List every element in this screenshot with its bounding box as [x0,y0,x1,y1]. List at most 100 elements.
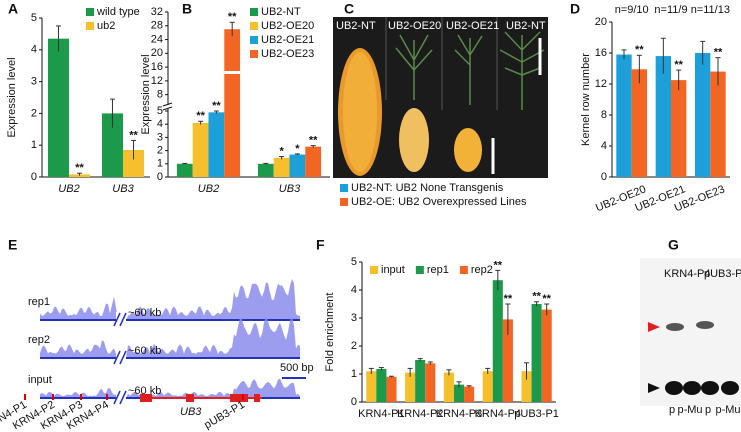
ear [454,128,482,172]
y-axis-label: Fold enrichment [324,293,336,372]
bar [694,53,711,177]
gap-mark [119,390,127,405]
axis-break [162,106,173,111]
bar [257,163,274,177]
photo-title: UB2-NT [506,20,546,32]
bar [305,146,322,177]
bar [502,319,513,402]
probe-label: KRN4-P4 [664,268,710,280]
y-axis-label: Expression level [140,54,152,134]
y-tick-label: 20 [595,16,607,28]
bar [710,71,726,177]
gene-label: UB3 [180,406,202,418]
bar [482,371,493,402]
legend-swatch [459,266,468,274]
group-label: n=11/9 [654,4,687,16]
bar [443,372,454,402]
bar [671,80,687,177]
exon [230,394,248,402]
legend-label: UB2-OE23 [261,48,314,60]
ear [399,108,429,172]
y-tick-label: 5 [157,105,163,117]
axis-break [164,105,172,109]
y-tick-label: 16 [595,47,607,59]
group-label: n=9/10 [615,4,649,16]
significance: ** [494,259,503,271]
gap [116,312,126,326]
gap-label: ~60 kb [128,307,161,319]
significance: ** [504,293,513,305]
group-label: n=11/13 [691,4,730,16]
photo-title: UB2-OE20 [388,20,441,32]
gap-label: ~60 kb [128,345,161,357]
band [665,381,683,395]
y-tick-label: 2 [351,340,357,352]
bar [631,69,648,177]
y-tick-label: 2 [157,145,163,157]
bar [405,372,416,402]
panel-label: A [8,1,18,17]
y-tick-label: 0 [31,171,37,183]
exon [254,394,260,402]
photo-panel: C UB2-NT UB2-OE20 UB2-OE21 UB2-NT [333,1,548,178]
band [721,381,739,395]
site [24,394,26,400]
legend-swatch [340,184,348,192]
y-tick-label: 32 [151,6,163,18]
y-tick-label: 0 [157,171,163,183]
x-tick-label: KRN4-P2 [397,408,443,420]
y-tick-label: 20 [151,47,163,59]
lane-label: p-Mu [715,404,740,416]
site [242,394,244,400]
y-tick-label: 3 [351,312,357,324]
y-tick-label: 28 [151,20,163,32]
gap-mark [113,312,121,327]
legend-swatch [340,198,348,206]
bar [492,280,503,402]
band [701,381,719,395]
lane-label: p [705,404,711,416]
probe-label: pUB3-P1 [704,268,741,280]
exon [186,394,194,402]
tassels [395,31,545,110]
legend-label: UB2-OE: UB2 Overexpressed Lines [351,196,527,208]
legend-label: UB2-OE20 [261,20,314,32]
y-tick-label: 8 [601,109,607,121]
y-tick-label: 8 [157,89,163,101]
x-tick-label: pUB3-P1 [514,408,559,420]
y-tick-label: 12 [151,75,163,87]
gap-mark [119,312,127,327]
site [52,394,54,400]
y-tick-label: 4 [601,140,607,152]
legend-label: UB2-NT [261,6,301,18]
bar [289,154,306,177]
legend-swatch [86,8,94,16]
legend-label: rep1 [427,264,449,276]
legend-label: rep2 [471,264,493,276]
y-tick-label: 16 [151,61,163,73]
legend-label: ub2 [97,20,115,32]
bar [101,113,123,177]
y-axis-label: Kernel row number [580,53,592,146]
legend-swatch [250,36,258,44]
bar [273,157,290,177]
band [683,381,701,395]
y-tick-label: 24 [151,33,163,45]
panel-label: E [8,237,17,253]
gap-mark [113,350,121,365]
significance: ** [129,129,138,141]
y-tick-label: 4 [157,118,163,130]
y-tick-label: 4 [351,284,357,296]
legend-swatch [250,8,258,16]
y-tick-label: 0 [351,396,357,408]
legend-label: wild type [96,6,140,18]
lane-label: p [669,404,675,416]
coverage [40,316,300,358]
legend-label: UB2-NT: UB2 None Transgenis [351,182,504,194]
band [696,321,714,329]
significance: ** [196,110,205,122]
